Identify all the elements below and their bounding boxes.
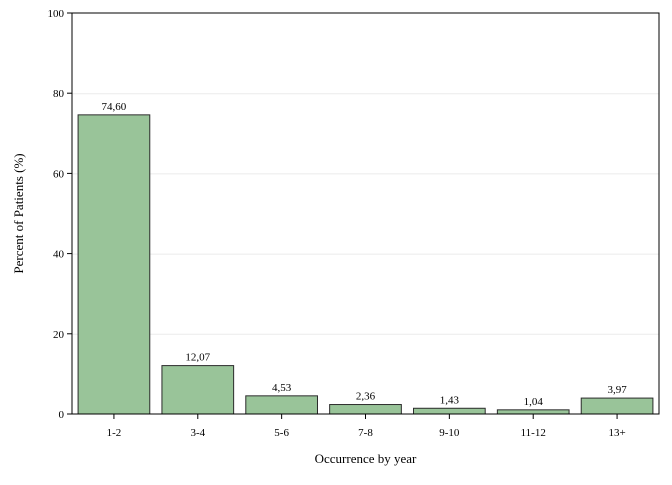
x-axis-title: Occurrence by year [315, 451, 417, 466]
data-labels: 74,60 12,07 4,53 2,36 1,43 1,04 3,97 [102, 101, 628, 408]
y-tick-label: 60 [53, 168, 65, 180]
bar-5-6 [245, 395, 318, 415]
y-tick-label: 100 [48, 8, 65, 20]
bar-13+ [580, 397, 654, 415]
y-axis-title: Percent of Patients (%) [11, 153, 26, 273]
x-tick-label: 1-2 [107, 427, 122, 439]
bar-9-10 [413, 407, 486, 415]
y-tick-label: 40 [53, 249, 65, 261]
x-tick-label: 9-10 [439, 427, 460, 439]
bar-11-12 [496, 409, 570, 415]
data-label-11-12: 1,04 [524, 396, 544, 408]
x-tick-label: 5-6 [274, 427, 289, 439]
bar-3-4 [161, 365, 235, 415]
bars [77, 114, 654, 415]
x-tick-label: 3-4 [190, 427, 205, 439]
bar-1-2 [77, 114, 151, 415]
y-tick-label: 0 [59, 409, 65, 421]
x-tick-label: 7-8 [358, 427, 373, 439]
data-label-13+: 3,97 [607, 384, 627, 396]
gridlines [72, 93, 659, 335]
x-axis: 1-2 3-4 5-6 7-8 9-10 11-12 13+ [107, 414, 626, 439]
bar-7-8 [329, 404, 402, 415]
y-tick-label: 20 [53, 329, 65, 341]
y-tick-label: 80 [53, 88, 65, 100]
x-tick-label: 11-12 [521, 427, 546, 439]
data-label-1-2: 74,60 [102, 101, 127, 113]
data-label-7-8: 2,36 [356, 391, 376, 403]
y-axis: 0 20 40 60 80 100 [48, 8, 72, 421]
data-label-5-6: 4,53 [272, 382, 292, 394]
plot-frame [71, 12, 660, 415]
data-label-9-10: 1,43 [440, 394, 460, 406]
data-label-3-4: 12,07 [185, 352, 210, 364]
x-tick-label: 13+ [608, 427, 625, 439]
